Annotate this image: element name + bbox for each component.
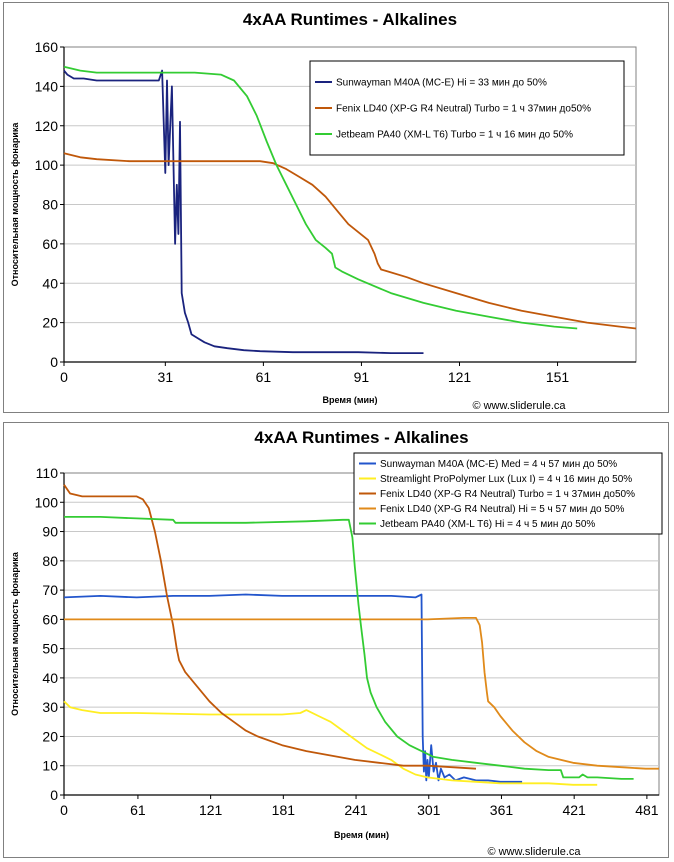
y-tick-label: 90 (42, 524, 58, 540)
series-line-1 (63, 593, 523, 783)
series-line-4 (64, 616, 659, 770)
x-tick-label: 61 (130, 802, 146, 818)
chart-title: 4xAA Runtimes - Alkalines (254, 428, 468, 447)
x-tick-label: 91 (354, 369, 370, 385)
series-line-3 (63, 65, 578, 330)
legend-label-3: Jetbeam PA40 (XM-L T6) Turbo = 1 ч 16 ми… (336, 130, 573, 141)
y-axis-label: Относительная мощность фонарика (10, 551, 20, 716)
y-tick-label: 20 (42, 315, 58, 331)
y-tick-label: 120 (35, 118, 59, 134)
y-tick-label: 0 (50, 787, 58, 803)
y-tick-label: 20 (42, 728, 58, 744)
y-tick-label: 10 (42, 758, 58, 774)
x-tick-label: 181 (272, 802, 296, 818)
y-tick-label: 160 (35, 39, 59, 55)
y-tick-label: 110 (36, 465, 59, 481)
x-tick-label: 0 (60, 369, 68, 385)
source-credit: © www.sliderule.ca (472, 400, 566, 412)
source-credit: © www.sliderule.ca (487, 846, 581, 857)
series-line-3 (63, 484, 477, 770)
series-line-2 (63, 700, 598, 786)
y-tick-label: 50 (42, 641, 58, 657)
chart-panel-bottom: 0 10 20 30 40 50 60 70 80 90 100 110 0 61 121 181 241 301… (3, 422, 669, 858)
y-tick-label: 40 (42, 670, 58, 686)
x-axis-label: Время (мин) (323, 395, 378, 405)
series-line-1 (63, 69, 424, 355)
legend-box (353, 452, 663, 535)
legend-label-5: Jetbeam PA40 (XM-L T6) Hi = 4 ч 5 мин до… (380, 519, 595, 530)
x-tick-label: 121 (448, 369, 472, 385)
x-tick-label: 301 (417, 802, 441, 818)
legend-label-1: Sunwayman M40A (MC-E) Hi = 33 мин до 50% (336, 78, 547, 89)
x-tick-label: 31 (158, 369, 174, 385)
series-line-2 (63, 152, 637, 330)
x-tick-label: 0 (60, 802, 68, 818)
y-tick-label: 70 (42, 582, 58, 598)
x-tick-label: 421 (562, 802, 586, 818)
legend-box (309, 60, 625, 156)
x-axis-label: Время (мин) (334, 830, 389, 840)
legend-label-2: Streamlight ProPolymer Lux (Lux I) = 4 ч… (380, 474, 632, 485)
y-tick-label: 40 (42, 275, 58, 291)
legend-label-1: Sunwayman M40A (MC-E) Med = 4 ч 57 мин д… (380, 459, 617, 470)
x-tick-label: 61 (256, 369, 272, 385)
chart-bottom-svg: 0 10 20 30 40 50 60 70 80 90 100 110 0 61 121 181 241 301… (10, 428, 663, 857)
x-tick-label: 481 (635, 802, 659, 818)
legend-label-4: Fenix LD40 (XP-G R4 Neutral) Hi = 5 ч 57… (380, 504, 625, 515)
y-tick-label: 100 (35, 157, 59, 173)
y-tick-label: 30 (42, 699, 58, 715)
x-tick-label: 361 (490, 802, 514, 818)
y-tick-label: 80 (42, 553, 58, 569)
y-tick-label: 0 (50, 354, 58, 370)
y-tick-label: 60 (42, 611, 58, 627)
y-tick-label: 80 (42, 197, 58, 213)
y-tick-label: 100 (35, 494, 59, 510)
chart-top-svg: 0 20 40 60 80 100 120 140 160 0 31 61 91 121 151 4xAA R… (10, 10, 637, 412)
chart-panel-top: 0 20 40 60 80 100 120 140 160 0 31 61 91 121 151 4xAA R… (3, 2, 669, 413)
x-tick-label: 241 (344, 802, 368, 818)
legend-label-3: Fenix LD40 (XP-G R4 Neutral) Turbo = 1 ч… (380, 489, 635, 500)
y-tick-label: 60 (42, 236, 58, 252)
x-tick-label: 121 (199, 802, 223, 818)
series-line-5 (64, 516, 634, 780)
y-tick-label: 140 (35, 78, 59, 94)
x-tick-label: 151 (546, 369, 570, 385)
chart-title: 4xAA Runtimes - Alkalines (243, 10, 457, 29)
y-axis-label: Относительная мощность фонарика (10, 122, 20, 287)
legend-label-2: Fenix LD40 (XP-G R4 Neutral) Turbo = 1 ч… (336, 104, 591, 115)
